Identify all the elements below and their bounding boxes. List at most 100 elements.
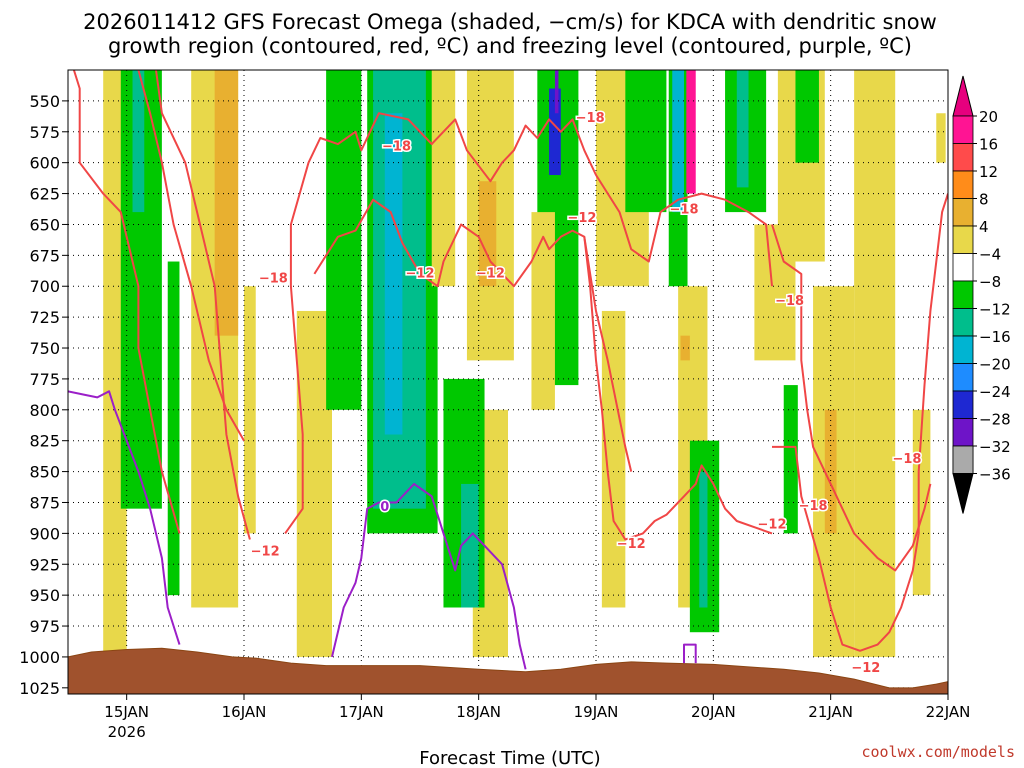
dgz-contour-line [771,224,932,572]
omega-shade-cell [384,113,403,435]
omega-shade-cell [783,385,798,534]
colorbar-segment [952,115,974,144]
colorbar-segment [952,363,974,392]
dgz-contours [72,70,948,652]
y-tick-label: 1025 [19,679,60,698]
credit-text: coolwx.com/models [861,743,1015,761]
y-tick-label: 625 [29,185,60,204]
omega-shade-cell [936,113,946,163]
omega-shade-cell [326,70,362,410]
x-tick-sublabel: 2026 [108,723,146,741]
omega-shade-cell [244,286,256,534]
colorbar-segment [952,390,974,419]
y-tick-label: 775 [29,370,60,389]
omega-shade-cell [167,261,180,596]
colorbar-tick-label: 20 [979,108,998,126]
dgz-contour-line [772,193,948,652]
omega-shade-cell [625,70,667,213]
x-tick-label: 18JAN [456,703,501,721]
dgz-contour-label: −18 [259,272,288,287]
colorbar-tick-label: −4 [979,246,1001,264]
colorbar-bottom-arrow [952,473,974,514]
x-tick-label: 22JAN [926,703,971,721]
omega-shade-cell [680,335,690,361]
omega-shade-cell [431,70,456,287]
dgz-contour-label: −12 [617,537,646,552]
y-tick-label: 900 [29,524,60,543]
colorbar-tick-label: 8 [979,191,989,209]
x-tick-label: 15JAN [104,703,149,721]
chart-title-line-1: 2026011412 GFS Forecast Omega (shaded, −… [83,10,937,34]
dgz-contour-line [583,236,773,541]
x-tick-label: 21JAN [808,703,853,721]
y-tick-label: 850 [29,463,60,482]
y-tick-label: 925 [29,555,60,574]
colorbar-segment [952,280,974,309]
colorbar-segment [952,445,974,474]
y-tick-label: 725 [29,308,60,327]
omega-shade-cell [601,310,626,608]
y-tick-label: 650 [29,215,60,234]
y-tick-label: 1000 [19,648,60,667]
colorbar-tick-label: −32 [979,438,1011,456]
colorbar-tick-label: −8 [979,273,1001,291]
dgz-contour-label: −18 [576,111,605,126]
y-tick-label: 700 [29,277,60,296]
contour-labels: −18−12−18−12 −12−18−12−12−18−12−18−18−12−… [249,109,923,677]
dgz-contour-label: −12 [567,211,596,226]
y-tick-label: 550 [29,92,60,111]
colorbar-tick-label: −24 [979,383,1011,401]
colorbar-segment [952,335,974,364]
colorbar-tick-label: 16 [979,136,998,154]
y-axis-ticks: 550 575 600 625 650 675 700 725 750 775 800 825 850 8… [19,92,68,698]
omega-shade-cell [795,70,819,163]
dgz-contour-label: −12 [758,517,787,532]
dgz-contour-line [155,70,251,540]
dgz-contour-label: −12 [476,267,505,282]
omega-shading [103,70,946,657]
chart-title-line-2: growth region (contoured, red, ºC) and f… [108,34,912,58]
y-tick-label: 800 [29,401,60,420]
y-tick-label: 675 [29,246,60,265]
dgz-contour-label: −12 [251,545,280,560]
freezing-contour-line [68,390,181,645]
omega-shade-cell [854,70,896,657]
dgz-contour-label: −18 [892,452,921,467]
y-tick-label: 950 [29,586,60,605]
colorbar-segment [952,170,974,199]
y-tick-label: 750 [29,339,60,358]
colorbar-segment [952,198,974,227]
colorbar-tick-label: −12 [979,301,1011,319]
dgz-contour-label: −18 [670,202,699,217]
dgz-contour-label: −18 [775,294,804,309]
omega-shade-cell [103,70,127,657]
omega-shade-cell [214,70,239,336]
freezing-contours [68,390,697,670]
dgz-contour-label: −18 [799,499,828,514]
colorbar-tick-label: 4 [979,218,989,236]
x-axis-label: Forecast Time (UTC) [419,748,600,768]
dgz-contour-line [284,112,773,534]
colorbar-tick-label: −28 [979,411,1011,429]
omega-shade-cell [531,212,555,410]
colorbar-tick-label: −20 [979,356,1011,374]
terrain-area [68,647,948,694]
omega-shade-cell [554,70,559,114]
y-tick-label: 825 [29,432,60,451]
dgz-contour-line [72,70,181,534]
colorbar-top-arrow [952,75,974,117]
omega-shade-cell [736,70,749,188]
y-tick-label: 975 [29,617,60,636]
colorbar-segment [952,418,974,447]
gridlines [68,70,949,694]
omega-shade-cell [132,70,145,213]
dgz-contour-label: −12 [406,267,435,282]
x-tick-label: 20JAN [691,703,736,721]
colorbar-segment [952,253,974,282]
dgz-contour-label: −12 [851,661,880,676]
colorbar-tick-label: −16 [979,328,1011,346]
x-tick-label: 16JAN [222,703,267,721]
colorbar-segment [952,308,974,337]
omega-shade-cell [824,409,837,534]
y-tick-label: 875 [29,493,60,512]
